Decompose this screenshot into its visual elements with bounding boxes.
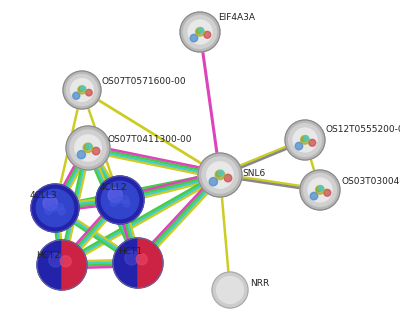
Circle shape <box>302 137 306 141</box>
Circle shape <box>216 171 221 177</box>
Circle shape <box>86 89 92 96</box>
Circle shape <box>80 86 85 91</box>
Text: OS07T0571600-00: OS07T0571600-00 <box>102 77 187 85</box>
Circle shape <box>316 185 324 194</box>
Text: 4CLL3: 4CLL3 <box>30 192 58 201</box>
Circle shape <box>63 71 101 109</box>
Circle shape <box>316 187 321 192</box>
Text: NRR: NRR <box>250 279 269 288</box>
Polygon shape <box>37 240 62 290</box>
Circle shape <box>301 135 309 144</box>
Circle shape <box>300 170 340 210</box>
Circle shape <box>84 144 89 150</box>
Circle shape <box>196 28 204 36</box>
Circle shape <box>136 254 147 265</box>
Circle shape <box>92 147 100 155</box>
Circle shape <box>212 272 248 308</box>
Circle shape <box>216 277 244 303</box>
Circle shape <box>309 139 316 146</box>
Circle shape <box>75 135 101 161</box>
Circle shape <box>198 28 203 33</box>
Circle shape <box>56 204 64 211</box>
Circle shape <box>58 208 65 215</box>
Circle shape <box>78 86 86 94</box>
Circle shape <box>36 189 74 227</box>
Circle shape <box>116 197 123 204</box>
Text: 4CLL2: 4CLL2 <box>100 183 128 193</box>
Polygon shape <box>62 240 87 290</box>
Circle shape <box>31 184 79 232</box>
Circle shape <box>224 174 232 182</box>
Circle shape <box>122 196 129 203</box>
Circle shape <box>198 153 242 197</box>
Circle shape <box>77 151 86 159</box>
Circle shape <box>310 192 318 200</box>
Polygon shape <box>113 238 138 288</box>
Circle shape <box>188 20 212 44</box>
Text: OS03T0300400-01: OS03T0300400-01 <box>342 177 400 186</box>
Circle shape <box>66 74 98 106</box>
Circle shape <box>101 181 139 219</box>
Circle shape <box>289 124 322 156</box>
Circle shape <box>324 190 331 196</box>
Circle shape <box>86 143 92 149</box>
Circle shape <box>308 178 332 202</box>
Circle shape <box>285 120 325 160</box>
Circle shape <box>304 174 336 206</box>
Circle shape <box>70 79 94 101</box>
Circle shape <box>204 31 211 38</box>
Circle shape <box>202 157 238 193</box>
Circle shape <box>96 176 144 224</box>
Circle shape <box>73 92 80 99</box>
Circle shape <box>180 12 220 52</box>
Text: HCT1: HCT1 <box>118 248 142 256</box>
Text: EIF4A3A: EIF4A3A <box>218 13 255 23</box>
Circle shape <box>45 207 52 214</box>
Circle shape <box>207 162 233 188</box>
Circle shape <box>79 87 83 91</box>
Circle shape <box>184 15 216 48</box>
Circle shape <box>60 256 71 267</box>
Circle shape <box>66 126 110 170</box>
Circle shape <box>295 142 303 150</box>
Circle shape <box>51 204 58 212</box>
Circle shape <box>304 136 308 141</box>
Text: SNL6: SNL6 <box>242 168 265 177</box>
Text: OS07T0411300-00: OS07T0411300-00 <box>108 135 192 144</box>
Text: OS12T0555200-01: OS12T0555200-01 <box>326 126 400 134</box>
Circle shape <box>215 170 225 179</box>
Circle shape <box>293 128 317 152</box>
Circle shape <box>70 130 106 166</box>
Circle shape <box>43 196 58 210</box>
Circle shape <box>196 29 201 34</box>
Circle shape <box>218 170 224 176</box>
Circle shape <box>318 186 323 191</box>
Circle shape <box>123 200 130 207</box>
Polygon shape <box>138 238 163 288</box>
Circle shape <box>209 177 218 186</box>
Circle shape <box>190 34 198 42</box>
Text: HCT2: HCT2 <box>36 251 60 259</box>
Circle shape <box>125 251 139 265</box>
Circle shape <box>108 188 122 202</box>
Circle shape <box>83 143 93 153</box>
Circle shape <box>110 199 117 206</box>
Circle shape <box>49 253 63 267</box>
